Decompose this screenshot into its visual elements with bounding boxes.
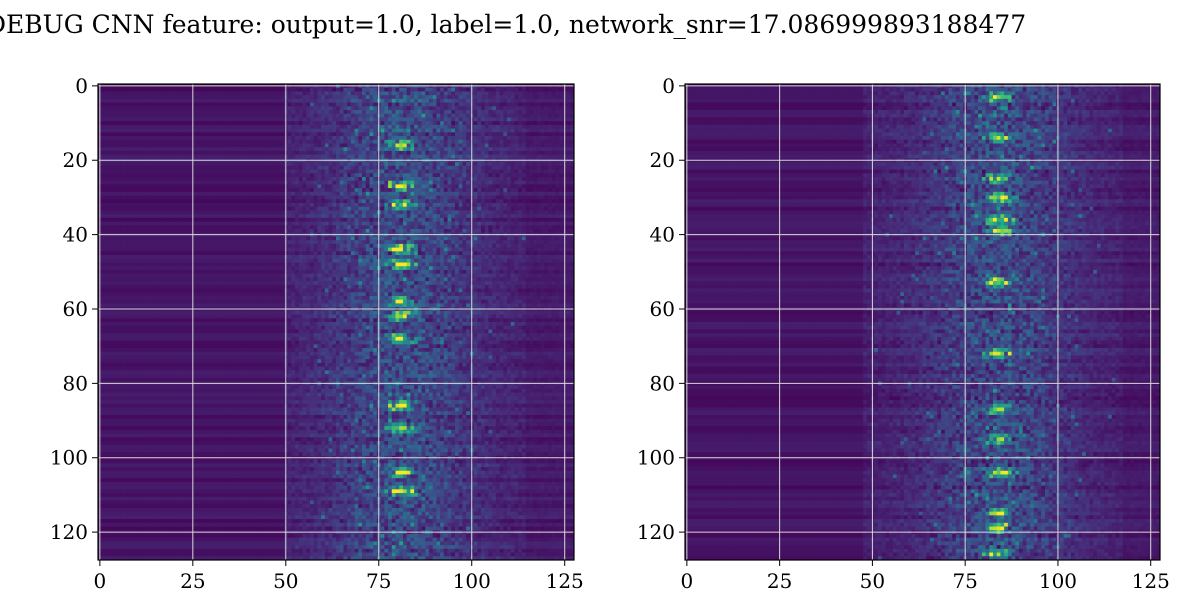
y-tick-label: 40 bbox=[63, 223, 88, 247]
x-tick-label: 75 bbox=[366, 569, 391, 593]
x-tick-label: 0 bbox=[680, 569, 693, 593]
x-tick-label: 25 bbox=[767, 569, 792, 593]
x-tick-label: 50 bbox=[273, 569, 298, 593]
y-tick-label: 60 bbox=[63, 297, 88, 321]
grid-lines bbox=[98, 84, 574, 560]
heatmap-image bbox=[685, 84, 1161, 561]
x-tick-label: 125 bbox=[546, 569, 584, 593]
x-tick-label: 25 bbox=[180, 569, 205, 593]
x-tick-label: 0 bbox=[93, 569, 106, 593]
heatmap-image bbox=[98, 84, 575, 561]
figure-title: DEBUG CNN feature: output=1.0, label=1.0… bbox=[0, 10, 1200, 39]
axes-frame bbox=[97, 83, 575, 561]
y-tick-label: 120 bbox=[50, 520, 88, 544]
grid-lines bbox=[685, 84, 1160, 560]
y-tick-label: 0 bbox=[662, 74, 675, 98]
y-tick-label: 100 bbox=[637, 446, 675, 470]
x-tick-label: 100 bbox=[453, 569, 491, 593]
y-tick-label: 20 bbox=[650, 148, 675, 172]
y-tick-label: 0 bbox=[75, 74, 88, 98]
y-tick-label: 80 bbox=[650, 371, 675, 395]
y-tick-label: 40 bbox=[650, 223, 675, 247]
x-tick-label: 125 bbox=[1132, 569, 1170, 593]
heatmap-panel-right: 0 25 50 75 100 125 0 20 40 60 80 100 120 bbox=[637, 74, 1170, 593]
y-tick-label: 80 bbox=[63, 371, 88, 395]
y-tick-label: 20 bbox=[63, 148, 88, 172]
x-tick-label: 50 bbox=[860, 569, 885, 593]
y-tick-label: 100 bbox=[50, 446, 88, 470]
y-tick-label: 120 bbox=[637, 520, 675, 544]
x-tick-label: 75 bbox=[952, 569, 977, 593]
axes-frame bbox=[684, 83, 1161, 561]
y-tick-label: 60 bbox=[650, 297, 675, 321]
heatmap-panel-left: 0 25 50 75 100 125 0 20 40 60 80 100 120 bbox=[50, 74, 584, 593]
x-tick-label: 100 bbox=[1039, 569, 1077, 593]
